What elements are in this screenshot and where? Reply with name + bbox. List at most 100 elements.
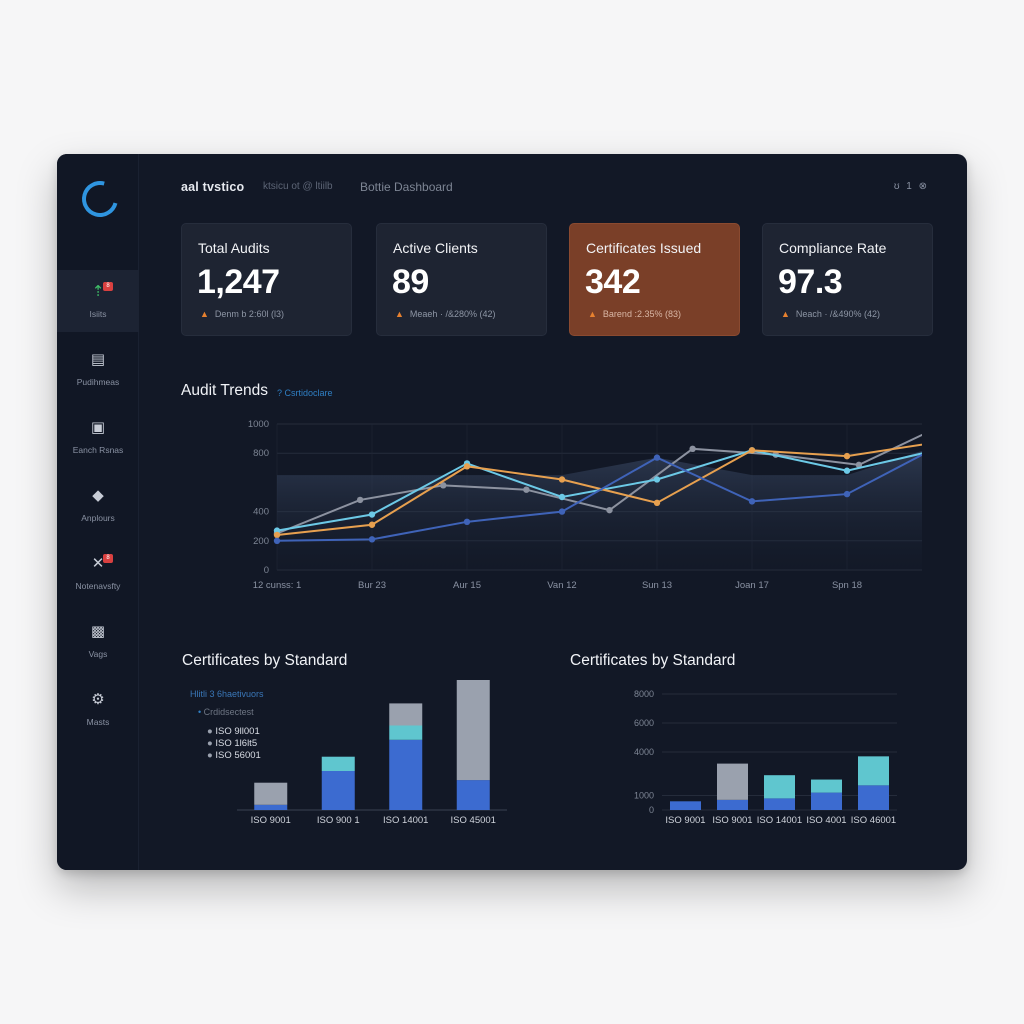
x-tick-label: Van 12 bbox=[547, 580, 576, 591]
sidebar-item-3[interactable]: ◆ Anplours bbox=[57, 474, 139, 536]
sidebar-item-label: Masts bbox=[86, 717, 110, 727]
bar-segment-bar_blue bbox=[670, 801, 701, 810]
shield-icon: ◆ bbox=[92, 486, 104, 504]
x-tick-label: ISO 900 1 bbox=[317, 815, 360, 826]
x-tick-label: Bur 23 bbox=[358, 580, 386, 591]
card-title: Certificates Issued bbox=[586, 240, 702, 256]
cert-left-legend: ● ISO 9ll001 ● ISO 1l6lt5 ● ISO 56001 bbox=[207, 726, 261, 762]
data-point-gray bbox=[523, 486, 530, 493]
tools-icon: ✕ bbox=[91, 554, 105, 572]
data-point-cyan bbox=[843, 467, 851, 474]
card-title: Compliance Rate bbox=[779, 240, 887, 256]
sidebar-item-label: Vags bbox=[88, 649, 108, 659]
y-tick-label: 200 bbox=[253, 536, 269, 547]
audit-trends-subtitle[interactable]: ? Csrtidoclare bbox=[277, 388, 333, 398]
y-tick-label: 4000 bbox=[634, 747, 654, 757]
card-trend: ▲ Neach · /&490% (42) bbox=[781, 309, 880, 319]
y-tick-label: 800 bbox=[253, 448, 269, 459]
card-trend: ▲ Denm b 2:60l (l3) bbox=[200, 309, 284, 319]
brand-name: aal tvstico bbox=[181, 180, 245, 194]
legend-item: ● ISO 9ll001 bbox=[207, 726, 260, 737]
sidebar-item-6[interactable]: ⚙ Masts bbox=[57, 678, 139, 740]
card-title: Active Clients bbox=[393, 240, 478, 256]
card-value: 342 bbox=[585, 263, 641, 301]
card-trend: ▲ Meaeh · /&280% (42) bbox=[395, 309, 496, 319]
flame-icon: ▲ bbox=[395, 309, 404, 319]
data-point-orange bbox=[653, 499, 661, 507]
sidebar-item-0[interactable]: ⇡ 8 Isiits bbox=[57, 270, 139, 332]
sidebar-item-4[interactable]: ✕ 8 Notenavsfty bbox=[57, 542, 139, 604]
x-tick-label: ISO 9001 bbox=[665, 815, 705, 826]
data-point-cyan bbox=[273, 527, 281, 534]
sidebar-item-1[interactable]: ▤ Pudihmeas bbox=[57, 338, 139, 400]
y-tick-label: 1000 bbox=[634, 791, 654, 801]
data-point-cyan bbox=[558, 493, 566, 501]
card-active-clients[interactable]: Active Clients 89 ▲ Meaeh · /&280% (42) bbox=[376, 223, 547, 336]
card-compliance-rate[interactable]: Compliance Rate 97.3 ▲ Neach · /&490% (42… bbox=[762, 223, 933, 336]
page-title: Bottie Dashboard bbox=[360, 180, 453, 194]
bar-segment-bar_cyan bbox=[764, 775, 795, 799]
series-line-cyan bbox=[276, 449, 922, 532]
cert-right-title: Certificates by Standard bbox=[570, 652, 736, 669]
y-tick-label: 6000 bbox=[634, 718, 654, 728]
data-point-orange bbox=[368, 521, 376, 528]
sidebar-item-2[interactable]: ▣ Eanch Rsnas bbox=[57, 406, 139, 468]
breadcrumb[interactable]: ktsicu ot @ ltiilb bbox=[263, 181, 333, 192]
data-point-blue bbox=[748, 498, 756, 505]
y-tick-label: 400 bbox=[253, 507, 269, 518]
data-point-orange bbox=[843, 452, 851, 460]
card-certificates-issued[interactable]: Certificates Issued 342 ▲ Barend :2.35% (… bbox=[569, 223, 740, 336]
sidebar: ⇡ 8 Isiits ▤ Pudihmeas ▣ Eanch Rsnas ◆ Anplours ✕… bbox=[57, 154, 139, 870]
sidebar-item-5[interactable]: ▩ Vags bbox=[57, 610, 139, 672]
sidebar-item-label: Eanch Rsnas bbox=[72, 445, 124, 455]
audit-trends-title: Audit Trends bbox=[181, 382, 269, 399]
data-point-cyan bbox=[653, 476, 661, 483]
flame-icon: ▲ bbox=[781, 309, 790, 319]
bar-segment-bar_blue bbox=[321, 771, 355, 810]
trend-area bbox=[277, 450, 922, 570]
sidebar-item-label: Anplours bbox=[81, 513, 115, 523]
x-tick-label: ISO 46001 bbox=[851, 815, 896, 826]
document-icon: ▤ bbox=[90, 350, 106, 368]
sidebar-item-label: Isiits bbox=[89, 309, 107, 319]
bar-segment-bar_cyan bbox=[321, 756, 355, 771]
y-tick-label: 0 bbox=[649, 805, 654, 815]
cert-left-chart: ISO 9001 ISO 900 1 ISO 14001 ISO 45001 bbox=[237, 680, 507, 826]
audit-trends-chart: 0 200 400 800 1000 12 cunss: 1 Bur 23 Aur 15 Van… bbox=[248, 419, 922, 591]
data-point-cyan bbox=[368, 511, 376, 518]
cert-left-legend-header: Hlitli 3 6haetivuors bbox=[190, 689, 264, 699]
app-logo[interactable] bbox=[75, 174, 125, 224]
card-value: 89 bbox=[392, 263, 429, 301]
y-tick-label: 0 bbox=[264, 565, 269, 576]
x-tick-label: Spn 18 bbox=[832, 580, 862, 591]
x-tick-label: Sun 13 bbox=[642, 580, 672, 591]
bar-segment-bar_blue bbox=[717, 799, 748, 810]
data-point-orange bbox=[558, 476, 566, 483]
data-point-blue bbox=[368, 536, 376, 543]
notification-badge: 8 bbox=[103, 282, 113, 291]
clipboard-icon: ▩ bbox=[90, 622, 106, 640]
gear-icon: ⚙ bbox=[91, 690, 105, 708]
x-tick-label: ISO 14001 bbox=[383, 815, 428, 826]
x-tick-label: Joan 17 bbox=[735, 580, 769, 591]
cert-left-legend-sub: • Crdidsectest bbox=[198, 707, 254, 717]
data-point-gray bbox=[440, 482, 447, 489]
dashboard-window: ⇡ 8 Isiits ▤ Pudihmeas ▣ Eanch Rsnas ◆ Anplours ✕… bbox=[57, 154, 967, 870]
data-point-blue bbox=[843, 490, 851, 498]
x-tick-label: ISO 45001 bbox=[451, 815, 496, 826]
bar-segment-bar_cyan bbox=[389, 725, 423, 740]
x-tick-label: 12 cunss: 1 bbox=[253, 580, 302, 591]
topbar-icons[interactable]: ʊ 1 ⊗ bbox=[893, 181, 929, 192]
card-title: Total Audits bbox=[198, 240, 270, 256]
y-tick-label: 1000 bbox=[248, 419, 269, 430]
bar-segment-bar_gray bbox=[254, 782, 288, 805]
card-total-audits[interactable]: Total Audits 1,247 ▲ Denm b 2:60l (l3) bbox=[181, 223, 352, 336]
sidebar-item-label: Notenavsfty bbox=[75, 581, 121, 591]
data-point-orange bbox=[748, 447, 756, 454]
card-value: 97.3 bbox=[778, 263, 843, 301]
bar-segment-bar_blue bbox=[254, 804, 288, 810]
data-point-orange bbox=[463, 463, 471, 470]
x-tick-label: Aur 15 bbox=[453, 580, 481, 591]
cert-right-chart: 0 1000 4000 6000 8000 ISO 9001 ISO 9001 ISO 140… bbox=[634, 689, 897, 826]
data-point-blue bbox=[653, 454, 661, 461]
